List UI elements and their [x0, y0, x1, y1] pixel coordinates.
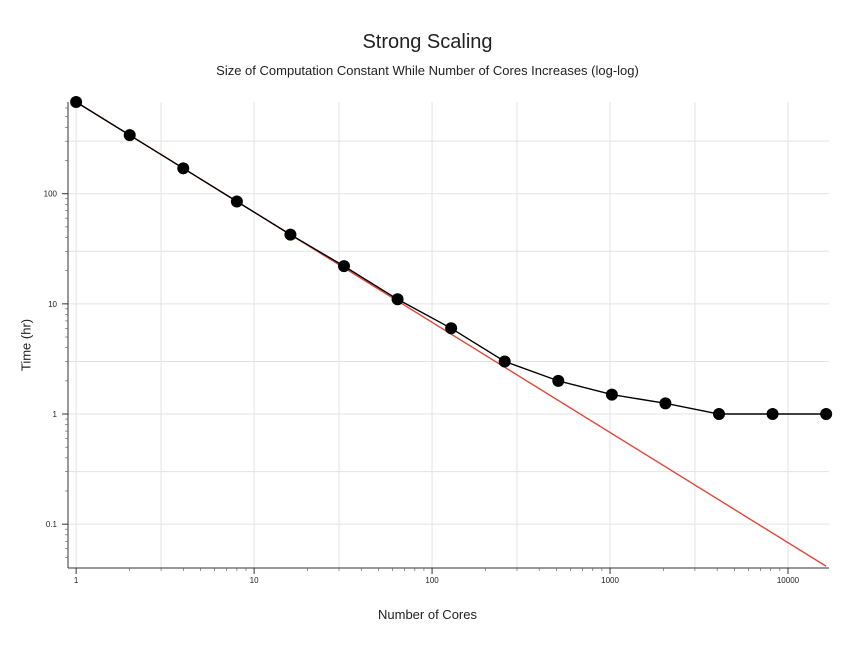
data-point: [552, 374, 565, 387]
x-tick-label: 10000: [777, 576, 800, 585]
data-point: [713, 408, 726, 421]
data-point: [820, 408, 833, 421]
data-point: [177, 162, 190, 175]
x-axis-label: Number of Cores: [378, 607, 477, 622]
data-point: [230, 195, 243, 208]
y-tick-label: 10: [48, 300, 57, 309]
data-point: [659, 397, 672, 410]
data-point: [498, 355, 511, 368]
x-tick-label: 10: [250, 576, 259, 585]
data-point: [605, 388, 618, 401]
data-point: [391, 293, 404, 306]
x-tick-label: 1000: [601, 576, 619, 585]
data-point: [445, 322, 458, 335]
data-point: [766, 408, 779, 421]
y-tick-label: 1: [53, 410, 58, 419]
chart-subtitle: Size of Computation Constant While Numbe…: [216, 63, 639, 78]
chart-title: Strong Scaling: [362, 31, 493, 53]
data-point: [338, 260, 351, 273]
data-point: [284, 228, 297, 241]
x-tick-label: 100: [425, 576, 439, 585]
data-point: [123, 129, 136, 142]
y-tick-label: 100: [44, 190, 58, 199]
measured-series-line: [75, 101, 827, 415]
data-point: [70, 96, 83, 108]
x-tick-label: 1: [74, 576, 79, 585]
y-tick-label: 0.1: [46, 520, 58, 529]
